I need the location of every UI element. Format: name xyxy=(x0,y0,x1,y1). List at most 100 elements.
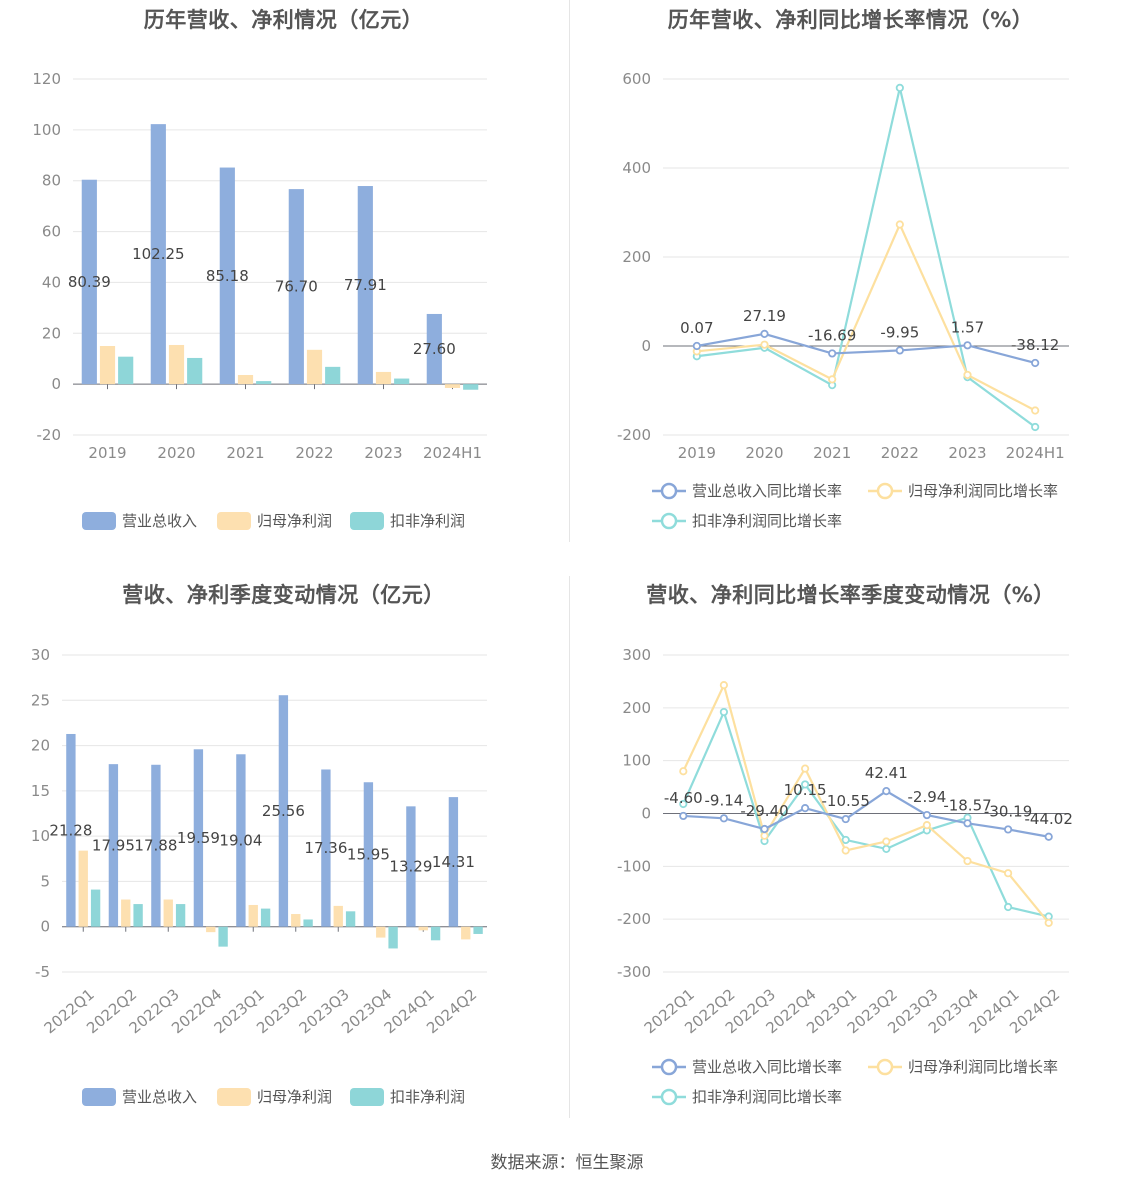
bar-revenue xyxy=(236,754,246,927)
data-label: 27.19 xyxy=(743,307,786,325)
data-point xyxy=(828,375,837,384)
bar-deducted-profit xyxy=(133,904,143,927)
data-point xyxy=(692,341,701,351)
data-label: 77.91 xyxy=(344,276,387,294)
data-label: 21.28 xyxy=(49,821,92,839)
bar-revenue xyxy=(406,806,416,927)
x-tick-label: 2019 xyxy=(678,444,716,462)
data-label: 102.25 xyxy=(132,245,185,263)
x-tick-label: 2023 xyxy=(364,444,402,462)
data-label: 17.88 xyxy=(134,837,177,855)
x-tick-label: 2019 xyxy=(88,444,126,462)
data-point xyxy=(1003,825,1013,834)
data-label: -9.14 xyxy=(704,791,743,809)
bar-net-profit xyxy=(444,384,461,388)
bar-net-profit xyxy=(418,926,428,931)
data-point xyxy=(963,819,972,828)
series-line xyxy=(682,681,1050,924)
data-point xyxy=(922,821,931,830)
data-source: 数据来源：恒生聚源 xyxy=(490,1153,644,1173)
y-tick-label: -20 xyxy=(37,426,62,444)
data-label: 76.70 xyxy=(275,278,318,296)
annual-revenue-profit-panel: 历年营收、净利情况（亿元） 120 100 80 60 40 20 0 -20 2019 2020… xyxy=(0,0,567,570)
data-label: 13.29 xyxy=(389,858,432,876)
data-label: -4.60 xyxy=(664,789,703,807)
y-tick-label: 20 xyxy=(42,324,61,342)
data-label: -30.19 xyxy=(984,802,1032,820)
y-tick-label: -200 xyxy=(617,426,651,444)
annual-growth-panel: 历年营收、净利同比增长率情况（%） 600 400 200 0 -200 2019 2020… xyxy=(567,0,1134,570)
y-tick-label: 25 xyxy=(31,691,50,709)
data-point xyxy=(801,764,810,773)
bar-revenue xyxy=(219,167,235,385)
bar-net-profit xyxy=(291,914,301,927)
data-label: 25.56 xyxy=(262,802,305,820)
data-point xyxy=(1044,832,1053,841)
data-label: -29.40 xyxy=(740,802,788,820)
data-label: 17.36 xyxy=(304,839,347,857)
legend-swatch-marker xyxy=(660,482,678,500)
y-tick-label: 200 xyxy=(622,699,651,717)
x-tick-label: 2024H1 xyxy=(423,444,482,462)
bar-deducted-profit xyxy=(118,356,134,385)
bar-revenue xyxy=(426,313,442,385)
data-label: 15.95 xyxy=(347,845,390,863)
legend-label: 营业总收入 xyxy=(122,512,197,530)
bar-net-profit xyxy=(375,371,392,385)
y-tick-label: 15 xyxy=(31,782,50,800)
data-point xyxy=(1044,918,1053,927)
bar-revenue xyxy=(321,769,331,927)
series-line xyxy=(696,332,1036,365)
data-label: -16.69 xyxy=(808,326,856,344)
data-label: -38.12 xyxy=(1011,336,1059,354)
bar-deducted-profit xyxy=(473,926,483,934)
legend-swatch-marker xyxy=(876,482,894,500)
bar-net-profit xyxy=(206,926,216,933)
data-point xyxy=(895,346,904,355)
bar-net-profit xyxy=(121,899,131,927)
legend-label: 营业总收入同比增长率 xyxy=(692,1058,842,1076)
data-point xyxy=(963,341,972,350)
bar-revenue xyxy=(150,124,166,385)
x-tick-label: 2021 xyxy=(813,444,851,462)
data-point xyxy=(841,846,850,855)
y-tick-label: 0 xyxy=(40,918,50,936)
legend-label: 归母净利润同比增长率 xyxy=(908,1058,1058,1076)
data-point xyxy=(882,837,891,846)
quarterly-growth-panel: 营收、净利同比增长率季度变动情况（%） 300 200 100 0 -100 -200 -3… xyxy=(567,576,1134,1146)
data-label: -44.02 xyxy=(1025,810,1073,828)
y-tick-label: -100 xyxy=(617,857,651,875)
legend-label: 归母净利润 xyxy=(257,512,332,530)
legend-swatch xyxy=(82,1088,116,1106)
bar-deducted-profit xyxy=(388,926,398,949)
bar-net-profit xyxy=(248,904,258,927)
bar-revenue xyxy=(151,764,161,927)
data-point xyxy=(882,844,891,853)
legend-label: 扣非净利润 xyxy=(390,512,465,530)
y-tick-label: 0 xyxy=(641,337,651,355)
x-tick-label: 2020 xyxy=(745,444,783,462)
legend-swatch-marker xyxy=(876,1058,894,1076)
bar-net-profit xyxy=(237,374,254,385)
legend-label: 归母净利润 xyxy=(257,1088,332,1106)
y-tick-label: -300 xyxy=(617,963,651,981)
y-tick-label: 80 xyxy=(42,172,61,190)
bar-deducted-profit xyxy=(463,384,479,390)
data-label: 19.04 xyxy=(219,831,262,849)
data-point xyxy=(1031,406,1040,415)
data-point xyxy=(963,856,972,866)
data-point xyxy=(719,814,728,823)
data-point xyxy=(895,220,904,229)
bar-deducted-profit xyxy=(260,908,271,927)
legend-label: 扣非净利润 xyxy=(390,1088,465,1106)
bar-net-profit xyxy=(78,850,88,927)
y-tick-label: 120 xyxy=(32,70,61,88)
legend-swatch-marker xyxy=(660,1088,678,1106)
data-point xyxy=(679,767,688,776)
bar-net-profit xyxy=(461,926,471,940)
data-point xyxy=(828,349,837,358)
bar-revenue xyxy=(193,749,204,927)
data-point xyxy=(679,811,688,821)
legend-label: 归母净利润同比增长率 xyxy=(908,482,1058,500)
series-line xyxy=(696,87,1036,428)
